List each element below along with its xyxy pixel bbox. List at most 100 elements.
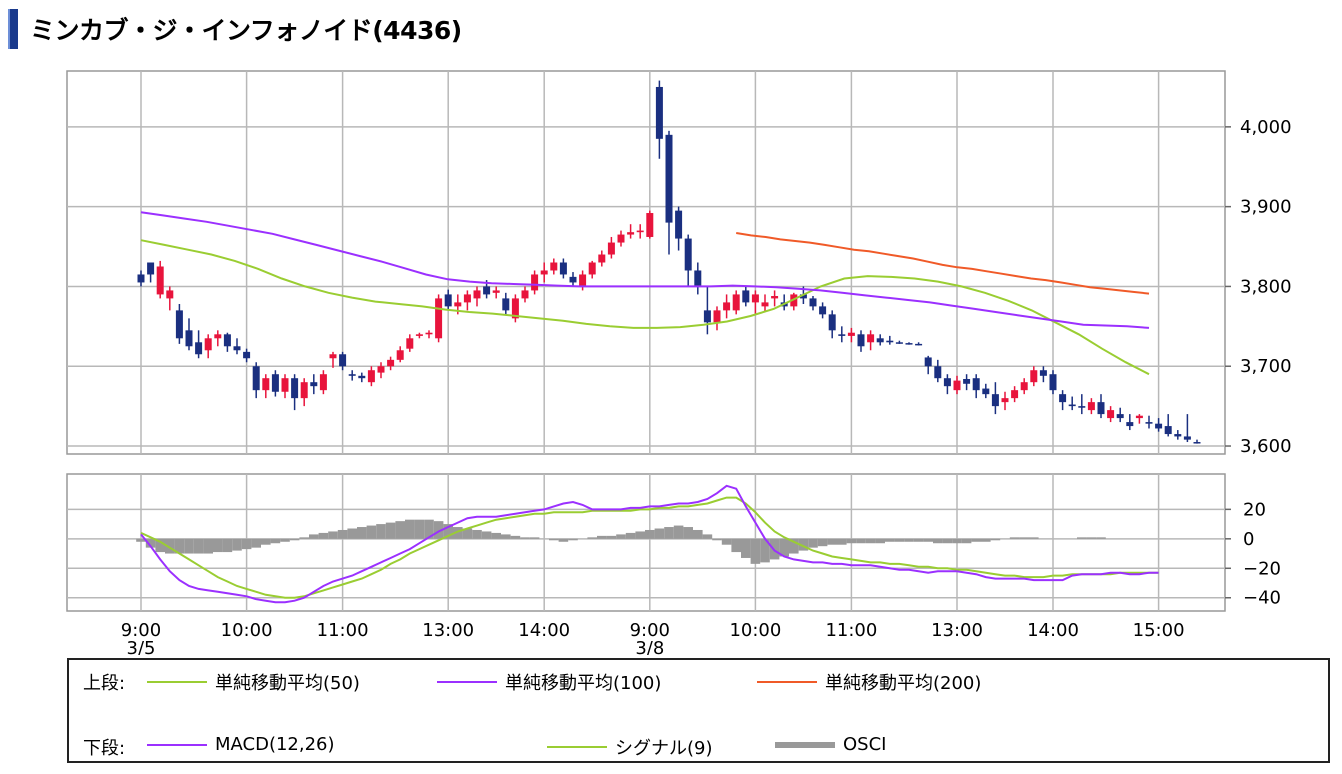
osci-bar	[904, 538, 914, 542]
y-tick-label: −20	[1243, 558, 1281, 579]
osci-bar	[376, 524, 386, 539]
osci-bar	[491, 532, 501, 539]
candle-up	[627, 232, 635, 235]
osci-bar	[357, 527, 367, 539]
osci-bar	[875, 538, 885, 544]
osci-bar	[894, 538, 905, 542]
osci-bar	[385, 522, 396, 539]
candle-up	[425, 332, 433, 335]
osci-bar	[683, 527, 693, 539]
legend-swatch-ma200	[757, 681, 817, 683]
osci-bar	[645, 529, 655, 539]
legend-swatch-osci	[775, 741, 835, 748]
price-panel	[66, 70, 1226, 455]
candle-up	[396, 350, 404, 360]
y-tick-label: 3,900	[1240, 197, 1292, 218]
osci-bar	[981, 538, 991, 542]
osci-bar	[328, 531, 338, 539]
osci-bar	[155, 538, 165, 553]
osci-bar	[261, 538, 271, 545]
x-tick-label: 10:00	[729, 620, 781, 641]
candle-up	[511, 298, 519, 319]
osci-bar	[990, 538, 1001, 541]
candle-up	[761, 302, 769, 307]
osci-bar	[625, 532, 636, 539]
osci-bar	[635, 531, 645, 539]
candle-up	[550, 262, 558, 271]
osci-bar	[741, 538, 751, 558]
osci-bar	[587, 537, 597, 539]
osci-bar	[213, 538, 223, 553]
candle-up	[540, 270, 548, 275]
date-label: 3/5	[127, 638, 156, 655]
osci-bar	[145, 538, 156, 548]
osci-bar	[1019, 537, 1029, 539]
candle-up	[771, 296, 779, 299]
ma100-line	[140, 211, 1150, 329]
candle-up	[598, 254, 606, 263]
candle-down	[934, 366, 942, 379]
chart-title: ミンカブ・ジ・インフォノイド(4436)	[30, 16, 462, 45]
osci-bar	[136, 538, 146, 542]
osci-bar	[318, 532, 329, 539]
osci-bar	[174, 538, 185, 554]
osci-bar	[731, 538, 741, 553]
candle-up	[646, 213, 654, 237]
candle-up	[367, 370, 375, 383]
osci-bar	[933, 538, 943, 544]
legend-item-ma200: 単純移動平均(200)	[757, 669, 981, 695]
osci-bar	[501, 534, 511, 539]
osci-bar	[693, 529, 703, 539]
candle-down	[991, 394, 999, 407]
x-tick-label: 11:00	[825, 620, 877, 641]
osci-bar	[798, 538, 809, 551]
osci-bar	[606, 535, 617, 539]
osci-bar	[961, 538, 972, 544]
x-tick-label: 9:00	[121, 620, 161, 641]
candle-up	[521, 290, 529, 299]
candle-up	[636, 230, 644, 233]
legend-swatch-ma50	[147, 681, 207, 683]
candle-down	[895, 342, 903, 344]
osci-bar	[309, 534, 319, 539]
candle-up	[751, 294, 759, 303]
legend-upper-label: 上段:	[83, 673, 126, 694]
y-tick-label: −40	[1243, 588, 1281, 609]
candle-down	[271, 374, 279, 392]
date-label: 3/8	[635, 638, 664, 655]
candle-down	[310, 382, 318, 387]
candle-up	[329, 354, 337, 359]
osci-bar	[597, 535, 607, 539]
candle-down	[223, 334, 231, 347]
osci-bar	[808, 538, 818, 548]
x-tick-label: 14:00	[1027, 620, 1079, 641]
candle-up	[1001, 398, 1009, 403]
osci-bar	[251, 538, 261, 548]
candle-down	[1183, 436, 1191, 440]
candle-down	[694, 270, 702, 287]
osci-bar	[789, 538, 799, 554]
candle-up	[953, 380, 961, 391]
candle-up	[377, 366, 385, 373]
candle-up	[1020, 382, 1028, 391]
candle-down	[444, 294, 452, 307]
osci-bar	[971, 538, 981, 542]
candle-up	[1107, 410, 1115, 419]
candle-down	[559, 262, 567, 275]
candle-down	[1059, 394, 1067, 403]
legend-swatch-signal	[547, 746, 607, 748]
y-tick-label: 20	[1243, 499, 1266, 520]
candle-down	[905, 343, 913, 345]
candle-up	[473, 290, 481, 299]
candle-down	[1145, 422, 1153, 424]
candle-down	[819, 306, 827, 315]
candle-up	[1030, 370, 1038, 383]
candle-down	[943, 378, 951, 387]
y-tick-label: 3,600	[1240, 436, 1292, 457]
candle-down	[1126, 422, 1134, 427]
osci-bar	[165, 538, 175, 554]
candle-up	[204, 338, 212, 351]
candle-up	[492, 290, 500, 293]
candle-up	[463, 294, 471, 303]
candle-down	[684, 238, 692, 271]
